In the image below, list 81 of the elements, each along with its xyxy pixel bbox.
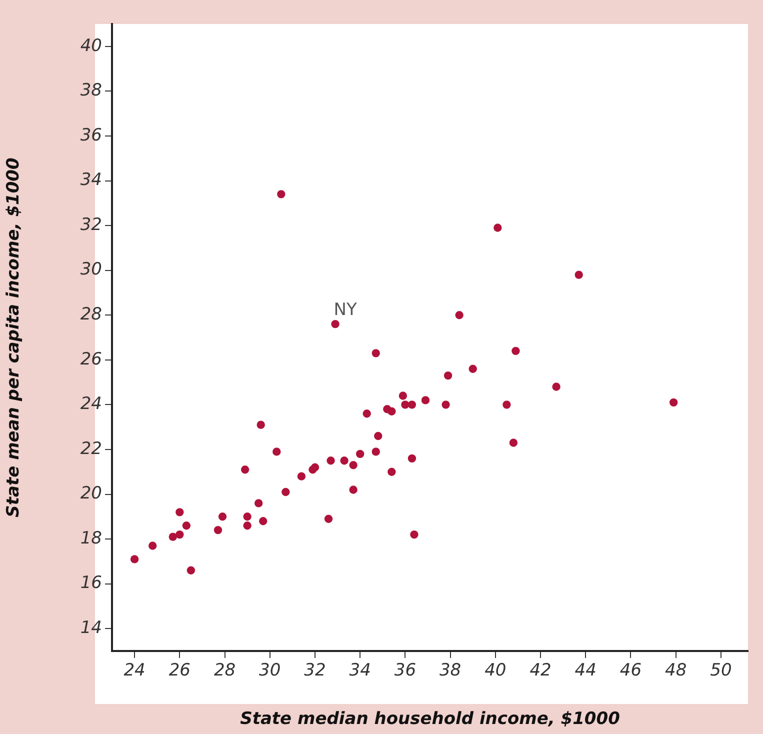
point bbox=[272, 448, 281, 456]
point bbox=[186, 566, 196, 574]
point bbox=[218, 512, 227, 521]
x-tick-label: 32 bbox=[304, 660, 326, 681]
x-tick-label: 28 bbox=[214, 660, 236, 681]
y-tick-label: 16 bbox=[80, 573, 102, 594]
y-tick-label: 32 bbox=[80, 214, 102, 235]
point bbox=[168, 532, 177, 541]
point bbox=[282, 488, 290, 496]
point bbox=[130, 555, 139, 564]
y-tick-label: 26 bbox=[80, 349, 102, 370]
point bbox=[243, 512, 252, 521]
point bbox=[398, 392, 408, 400]
point bbox=[502, 400, 511, 409]
x-tick-label: 36 bbox=[394, 660, 416, 681]
y-tick-label: 20 bbox=[80, 484, 102, 504]
point bbox=[326, 456, 335, 465]
point bbox=[468, 364, 477, 373]
point bbox=[277, 190, 286, 198]
point bbox=[356, 450, 364, 458]
point bbox=[509, 438, 518, 447]
point bbox=[442, 400, 450, 409]
point bbox=[331, 320, 340, 328]
x-tick-label: 48 bbox=[665, 660, 687, 681]
y-tick-label: 36 bbox=[80, 125, 102, 146]
x-tick-label: 50 bbox=[710, 660, 732, 681]
point bbox=[254, 499, 263, 508]
y-tick-label: 18 bbox=[80, 528, 102, 548]
point bbox=[182, 522, 191, 530]
point bbox=[349, 461, 358, 470]
point bbox=[574, 270, 583, 279]
y-tick-label: 22 bbox=[80, 438, 102, 459]
x-tick-label: 40 bbox=[484, 660, 506, 681]
x-tick-label: 42 bbox=[530, 660, 552, 681]
point bbox=[669, 398, 678, 407]
point bbox=[340, 456, 348, 465]
x-tick-label: 24 bbox=[124, 660, 146, 681]
point bbox=[408, 400, 416, 409]
point bbox=[148, 542, 157, 550]
point bbox=[243, 522, 252, 530]
y-tick-label: 14 bbox=[80, 618, 102, 638]
y-axis-title: State mean per capita income, $1000 bbox=[4, 158, 24, 518]
point bbox=[388, 468, 396, 476]
point bbox=[410, 530, 418, 539]
point bbox=[324, 514, 333, 523]
point bbox=[408, 454, 416, 463]
x-tick-label: 46 bbox=[620, 660, 642, 681]
point bbox=[176, 508, 184, 516]
point bbox=[240, 466, 250, 474]
point bbox=[372, 448, 380, 456]
point bbox=[374, 432, 382, 440]
x-tick-label: 38 bbox=[439, 660, 462, 681]
y-tick-label: 30 bbox=[80, 260, 102, 280]
x-tick-label: 44 bbox=[574, 660, 596, 681]
point bbox=[297, 472, 306, 480]
annotation: NY bbox=[334, 300, 358, 320]
point bbox=[444, 371, 452, 380]
point bbox=[214, 526, 222, 534]
y-tick-label: 40 bbox=[80, 36, 102, 56]
point bbox=[421, 396, 430, 404]
point bbox=[455, 311, 464, 320]
x-tick-label: 34 bbox=[349, 660, 371, 681]
x-axis-title: State median household income, $1000 bbox=[240, 709, 620, 730]
point bbox=[362, 410, 371, 418]
y-tick-label: 34 bbox=[80, 170, 102, 190]
x-tick-label: 26 bbox=[168, 660, 191, 681]
point bbox=[372, 349, 380, 358]
point bbox=[176, 530, 184, 539]
x-tick-label: 30 bbox=[259, 660, 281, 681]
point bbox=[259, 517, 268, 526]
point bbox=[552, 382, 560, 391]
point bbox=[494, 224, 502, 232]
point bbox=[388, 407, 396, 416]
y-tick-label: 28 bbox=[80, 304, 102, 325]
point bbox=[256, 420, 265, 429]
point bbox=[512, 346, 520, 356]
y-tick-label: 24 bbox=[80, 394, 102, 414]
point bbox=[349, 486, 358, 494]
point bbox=[310, 463, 320, 472]
y-tick-label: 38 bbox=[80, 80, 102, 101]
point bbox=[401, 400, 410, 409]
